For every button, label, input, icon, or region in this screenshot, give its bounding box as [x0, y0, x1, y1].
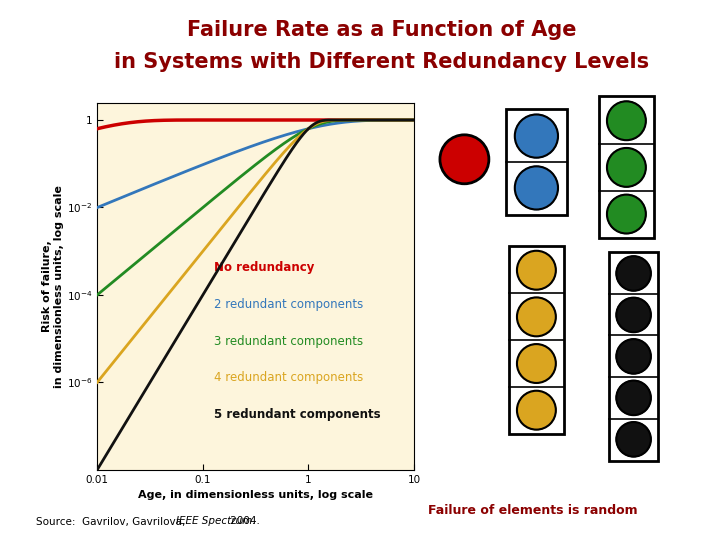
X-axis label: Age, in dimensionless units, log scale: Age, in dimensionless units, log scale: [138, 490, 373, 500]
Text: 4 redundant components: 4 redundant components: [215, 372, 364, 384]
Text: IEEE Spectrum.: IEEE Spectrum.: [176, 516, 256, 526]
Text: Source:  Gavrilov, Gavrilova,: Source: Gavrilov, Gavrilova,: [36, 516, 189, 526]
Text: Failure Rate as a Function of Age: Failure Rate as a Function of Age: [187, 19, 576, 40]
Text: 2004.: 2004.: [227, 516, 260, 526]
Y-axis label: Risk of failure,
in dimensionless units, log scale: Risk of failure, in dimensionless units,…: [42, 185, 64, 388]
Text: 5 redundant components: 5 redundant components: [215, 408, 381, 421]
Text: Failure of elements is random: Failure of elements is random: [428, 504, 638, 517]
Text: 2 redundant components: 2 redundant components: [215, 298, 364, 311]
Text: No redundancy: No redundancy: [215, 261, 315, 274]
Text: in Systems with Different Redundancy Levels: in Systems with Different Redundancy Lev…: [114, 52, 649, 72]
Text: 3 redundant components: 3 redundant components: [215, 335, 364, 348]
